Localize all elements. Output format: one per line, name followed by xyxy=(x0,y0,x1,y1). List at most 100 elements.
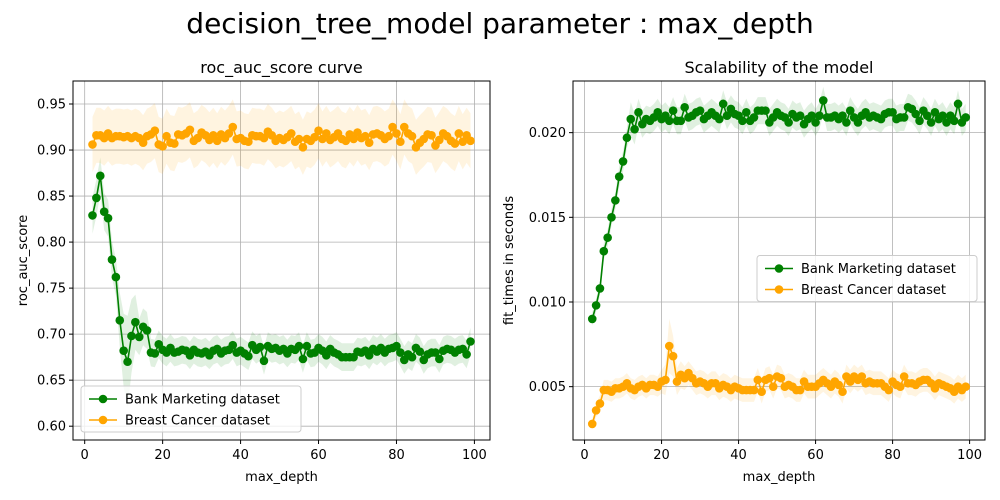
series-1-point xyxy=(341,136,351,146)
x-tick-label: 80 xyxy=(884,448,901,463)
x-tick-label: 100 xyxy=(957,448,982,463)
series-0-point xyxy=(255,342,265,352)
legend-box xyxy=(80,385,302,433)
series-0-point xyxy=(845,106,855,115)
series-1-point xyxy=(668,351,678,361)
x-tick-label: 60 xyxy=(807,448,824,463)
series-0-point xyxy=(142,326,152,335)
series-0-point xyxy=(150,349,160,358)
series-0-point xyxy=(103,213,113,223)
series-0-point xyxy=(99,207,109,217)
y-axis-label: roc_auc_score xyxy=(16,215,31,306)
x-tick-label: 40 xyxy=(232,448,249,463)
x-tick-label: 20 xyxy=(653,448,670,463)
series-1-point xyxy=(310,132,319,142)
x-tick-label: 60 xyxy=(310,448,327,463)
series-1-point xyxy=(349,134,358,144)
series-1-point xyxy=(224,129,234,138)
x-tick-label: 20 xyxy=(154,448,171,463)
x-tick-label: 100 xyxy=(462,448,487,463)
axes-title: Scalability of the model xyxy=(685,58,874,77)
axes-frame xyxy=(72,80,491,441)
y-tick-label: 0.020 xyxy=(529,126,566,141)
series-0-point xyxy=(626,114,636,124)
series-1-point xyxy=(768,382,778,391)
legend-label: Bank Marketing dataset xyxy=(801,262,956,277)
series-1-point xyxy=(834,380,843,390)
series-1-point xyxy=(749,385,759,395)
series-1-point xyxy=(298,142,308,152)
series-1-point xyxy=(591,406,601,415)
series-1-point xyxy=(384,131,393,141)
series-0-point xyxy=(630,124,639,134)
series-0-point xyxy=(392,341,401,351)
y-tick-label: 0.85 xyxy=(37,190,66,205)
legend-label: Breast Cancer dataset xyxy=(801,283,946,298)
series-1-point xyxy=(88,140,97,149)
series-1-point xyxy=(286,129,296,138)
y-tick-label: 0.95 xyxy=(37,98,66,113)
series-0-band xyxy=(592,86,966,326)
series-0-point xyxy=(614,172,624,181)
series-0-point xyxy=(123,357,132,367)
series-1-point xyxy=(961,382,971,391)
axes-title: roc_auc_score curve xyxy=(200,58,362,78)
series-1-point xyxy=(466,136,475,146)
series-1-point xyxy=(396,137,405,147)
series-1-point xyxy=(138,138,148,147)
series-0-point xyxy=(302,341,312,351)
series-0-point xyxy=(942,118,951,127)
series-0-point xyxy=(259,356,269,366)
series-1-point xyxy=(776,373,786,383)
series-0-point xyxy=(922,111,932,121)
series-1-point xyxy=(392,129,401,138)
series-0-point xyxy=(853,118,863,127)
series-0-point xyxy=(838,111,847,121)
series-0-point xyxy=(715,114,724,124)
y-tick-label: 0.010 xyxy=(529,295,566,310)
legend: Bank Marketing dataset Breast Cancer data… xyxy=(80,385,302,433)
series-1-point xyxy=(757,387,766,397)
series-0-point xyxy=(695,106,705,115)
series-0-point xyxy=(115,316,125,325)
series-0-point xyxy=(741,108,751,117)
series-0-point xyxy=(407,352,417,362)
series-1-point xyxy=(857,372,867,381)
series-1-point xyxy=(587,419,597,429)
series-1-point xyxy=(664,341,674,351)
series-0-point xyxy=(462,350,471,359)
series-1-point xyxy=(212,136,222,146)
series-0-point xyxy=(466,337,475,346)
legend-marker xyxy=(774,285,784,294)
series-0-point xyxy=(92,193,101,203)
legend-marker xyxy=(98,415,108,425)
y-tick-label: 0.65 xyxy=(37,374,66,389)
series-1-point xyxy=(661,375,670,385)
y-tick-label: 0.75 xyxy=(37,282,66,297)
y-tick-label: 0.80 xyxy=(37,236,66,251)
series-0-point xyxy=(599,246,609,256)
series-1-point xyxy=(185,125,195,135)
series-0-point xyxy=(119,346,128,356)
series-0-point xyxy=(738,116,747,126)
series-0-point xyxy=(131,317,140,327)
y-tick-label: 0.005 xyxy=(529,380,566,395)
series-0-point xyxy=(607,213,616,222)
series-1-point xyxy=(228,122,238,132)
series-0-point xyxy=(668,106,678,115)
series-0-point xyxy=(718,99,728,109)
figure-suptitle: decision_tree_model parameter : max_dept… xyxy=(186,7,813,40)
series-0-point xyxy=(915,116,924,126)
series-0-point xyxy=(396,348,405,357)
series-1-point xyxy=(672,377,682,386)
series-1-point xyxy=(454,129,464,138)
series-0-point xyxy=(294,341,304,351)
y-tick-label: 0.60 xyxy=(37,420,66,435)
legend-box xyxy=(756,255,978,302)
series-0-point xyxy=(938,111,947,121)
series-0-point xyxy=(364,351,374,360)
legend: Bank Marketing dataset Breast Cancer data… xyxy=(756,255,978,302)
roc-auc-panel: 0 20 40 60 80 100 0.60 0.65 0.70 0.75 0.80 0.85 0.90… xyxy=(16,58,491,485)
series-0-point xyxy=(676,116,686,126)
series-1-point xyxy=(838,387,847,397)
